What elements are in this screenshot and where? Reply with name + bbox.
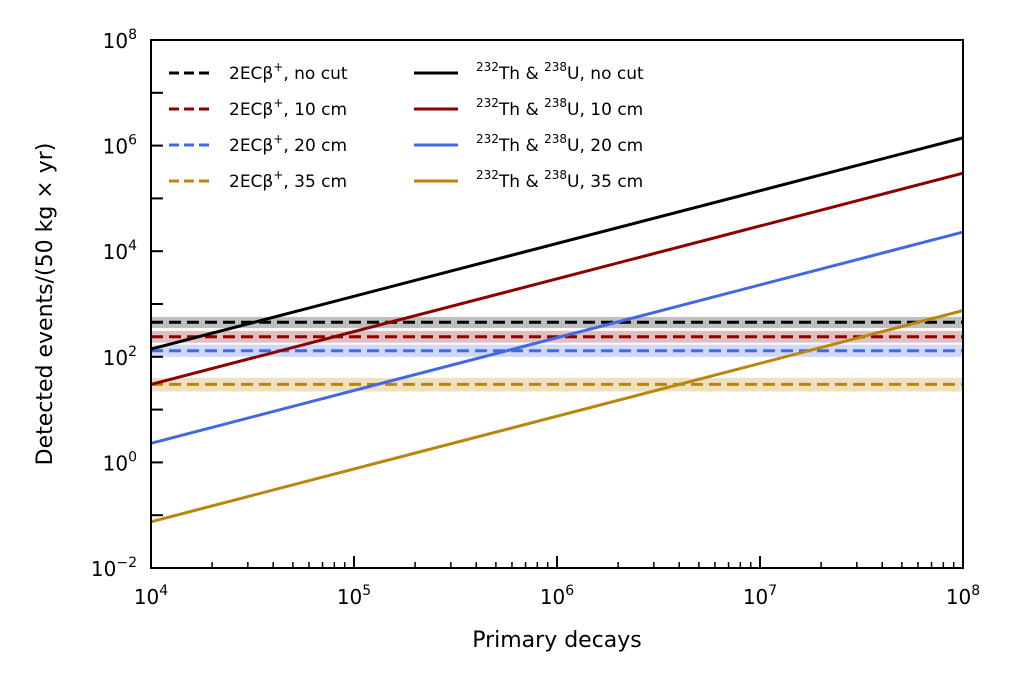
legend-label-4: 232Th & 238U, no cut — [476, 60, 644, 84]
legend-label-5: 232Th & 238U, 10 cm — [476, 96, 643, 120]
legend-label-3: 2ECβ+, 35 cm — [229, 168, 347, 192]
x-tick-label: 107 — [743, 583, 777, 609]
axes: 104 105 106 107 108 10−2 100 102 104 106 108 — [91, 27, 980, 609]
y-tick-label: 10−2 — [91, 555, 137, 581]
series-line-6 — [150, 230, 964, 445]
series-line-4 — [150, 136, 964, 351]
y-axis-label: Detected events/(50 kg × yr) — [33, 143, 58, 466]
y-tick-label: 102 — [103, 344, 137, 370]
x-axis-label: Primary decays — [472, 628, 642, 653]
legend-label-2: 2ECβ+, 20 cm — [229, 132, 347, 156]
series-lines — [150, 136, 964, 524]
y-ticks: 10−2 100 102 104 106 108 — [91, 27, 163, 581]
x-tick-label: 106 — [540, 583, 574, 609]
x-tick-label: 104 — [134, 583, 168, 609]
legend: 2ECβ+, no cut 2ECβ+, 10 cm 2ECβ+, 20 cm 2EC… — [169, 60, 644, 192]
series-line-5 — [150, 171, 964, 386]
x-tick-label: 108 — [946, 583, 980, 609]
y-tick-label: 104 — [103, 238, 137, 264]
legend-label-0: 2ECβ+, no cut — [229, 60, 348, 84]
y-tick-label: 108 — [103, 27, 137, 53]
x-tick-label: 105 — [337, 583, 371, 609]
legend-label-7: 232Th & 238U, 35 cm — [476, 168, 643, 192]
y-tick-label: 100 — [103, 449, 137, 475]
series-line-7 — [150, 309, 964, 524]
x-ticks: 104 105 106 107 108 — [134, 556, 980, 609]
legend-label-1: 2ECβ+, 10 cm — [229, 96, 347, 120]
y-tick-label: 106 — [103, 133, 137, 159]
legend-label-6: 232Th & 238U, 20 cm — [476, 132, 643, 156]
